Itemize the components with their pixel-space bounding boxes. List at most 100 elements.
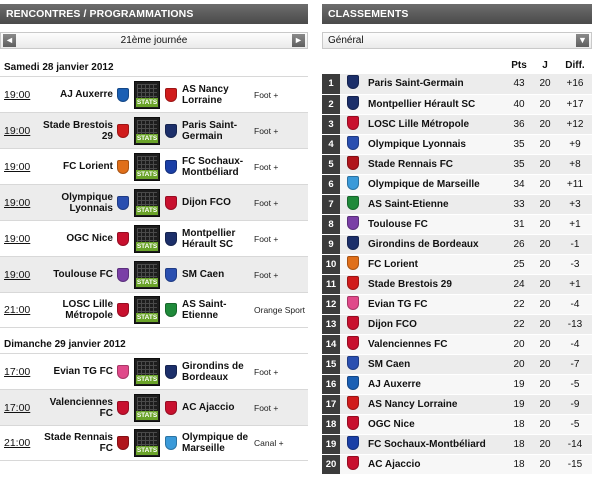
- match-day-heading: Samedi 28 janvier 2012: [4, 62, 114, 73]
- standings-row[interactable]: 5 Stade Rennais FC 35 20 +8: [322, 154, 592, 175]
- standings-row[interactable]: 17 AS Nancy Lorraine 19 20 -9: [322, 394, 592, 415]
- stats-label: STATS: [136, 169, 158, 179]
- stats-button[interactable]: STATS: [134, 116, 160, 145]
- goal-diff-cell: +1: [558, 274, 592, 295]
- standings-row[interactable]: 12 Evian TG FC 22 20 -4: [322, 294, 592, 315]
- points-cell: 35: [506, 134, 532, 155]
- standings-row[interactable]: 18 OGC Nice 18 20 -5: [322, 414, 592, 435]
- played-cell: 20: [532, 134, 558, 155]
- played-cell: 20: [532, 194, 558, 215]
- team-name-cell[interactable]: Valenciennes FC: [366, 334, 506, 355]
- rank-cell: 19: [322, 434, 340, 455]
- standings-row[interactable]: 9 Girondins de Bordeaux 26 20 -1: [322, 234, 592, 255]
- goal-diff-cell: +17: [558, 94, 592, 115]
- team-name-cell[interactable]: FC Lorient: [366, 254, 506, 275]
- stats-button[interactable]: STATS: [134, 357, 160, 386]
- team-name-cell[interactable]: Paris Saint-Germain: [366, 74, 506, 95]
- team-name-cell[interactable]: LOSC Lille Métropole: [366, 114, 506, 135]
- standings-row[interactable]: 14 Valenciennes FC 20 20 -4: [322, 334, 592, 355]
- match-time-link[interactable]: 19:00: [4, 196, 31, 209]
- standings-row[interactable]: 13 Dijon FCO 22 20 -13: [322, 314, 592, 335]
- rank-cell: 1: [322, 74, 340, 95]
- team-name-cell[interactable]: AJ Auxerre: [366, 374, 506, 395]
- standings-row[interactable]: 8 Toulouse FC 31 20 +1: [322, 214, 592, 235]
- stats-button[interactable]: STATS: [134, 393, 160, 422]
- standings-row[interactable]: 4 Olympique Lyonnais 35 20 +9: [322, 134, 592, 155]
- points-cell: 40: [506, 94, 532, 115]
- standings-row[interactable]: 16 AJ Auxerre 19 20 -5: [322, 374, 592, 395]
- round-label: 21ème journée: [120, 35, 188, 46]
- team-crest-icon: [340, 334, 366, 355]
- team-name-cell[interactable]: Stade Brestois 29: [366, 274, 506, 295]
- next-round-icon[interactable]: ►: [292, 34, 305, 47]
- team-name-cell[interactable]: Dijon FCO: [366, 314, 506, 335]
- rank-cell: 17: [322, 394, 340, 415]
- tv-channel: Canal +: [254, 438, 284, 448]
- standings-row[interactable]: 10 FC Lorient 25 20 -3: [322, 254, 592, 275]
- match-row: 21:00 Stade Rennais FC STATS Olympique de M…: [0, 425, 308, 461]
- standings-row[interactable]: 20 AC Ajaccio 18 20 -15: [322, 454, 592, 475]
- team-name-cell[interactable]: AS Saint-Etienne: [366, 194, 506, 215]
- home-team-crest-icon: [116, 267, 130, 283]
- match-time-link[interactable]: 19:00: [4, 124, 31, 137]
- stats-button[interactable]: STATS: [134, 152, 160, 181]
- stats-button[interactable]: STATS: [134, 80, 160, 109]
- team-name-cell[interactable]: AC Ajaccio: [366, 454, 506, 475]
- match-time-link[interactable]: 19:00: [4, 88, 31, 101]
- away-team-name: Olympique de Marseille: [182, 432, 249, 454]
- team-crest-icon: [340, 274, 366, 295]
- stats-button[interactable]: STATS: [134, 296, 160, 324]
- team-name-cell[interactable]: Evian TG FC: [366, 294, 506, 315]
- away-team-name: Dijon FCO: [182, 197, 231, 208]
- standings-table: Pts J Diff. 1 Paris Saint-Germain 43 20 +16 2…: [322, 56, 592, 475]
- match-time-link[interactable]: 19:00: [4, 268, 31, 281]
- tv-channel: Foot +: [254, 402, 279, 413]
- standings-row[interactable]: 3 LOSC Lille Métropole 36 20 +12: [322, 114, 592, 135]
- match-time-link[interactable]: 21:00: [4, 304, 31, 316]
- standings-row[interactable]: 15 SM Caen 20 20 -7: [322, 354, 592, 375]
- team-name-cell[interactable]: AS Nancy Lorraine: [366, 394, 506, 415]
- stats-button[interactable]: STATS: [134, 224, 160, 253]
- team-name-cell[interactable]: Olympique de Marseille: [366, 174, 506, 195]
- match-time-link[interactable]: 19:00: [4, 160, 31, 173]
- points-cell: 20: [506, 354, 532, 375]
- standings-row[interactable]: 6 Olympique de Marseille 34 20 +11: [322, 174, 592, 195]
- team-name-cell[interactable]: Olympique Lyonnais: [366, 134, 506, 155]
- standings-row[interactable]: 7 AS Saint-Etienne 33 20 +3: [322, 194, 592, 215]
- rank-cell: 7: [322, 194, 340, 215]
- chevron-down-icon[interactable]: ▼: [576, 34, 589, 47]
- team-name-cell[interactable]: SM Caen: [366, 354, 506, 375]
- match-time-link[interactable]: 17:00: [4, 401, 31, 414]
- team-name-cell[interactable]: Stade Rennais FC: [366, 154, 506, 175]
- team-name-cell[interactable]: Girondins de Bordeaux: [366, 234, 506, 255]
- points-cell: 22: [506, 294, 532, 315]
- match-time-link[interactable]: 19:00: [4, 232, 31, 245]
- standings-row[interactable]: 19 FC Sochaux-Montbéliard 18 20 -14: [322, 434, 592, 455]
- home-team-crest-icon: [116, 302, 130, 318]
- fixtures-panel: RENCONTRES / PROGRAMMATIONS ◄ 21ème jour…: [0, 4, 308, 461]
- standings-row[interactable]: 11 Stade Brestois 29 24 20 +1: [322, 274, 592, 295]
- home-team-name: FC Lorient: [63, 161, 113, 172]
- match-row: 19:00 Toulouse FC STATS SM Caen Foot +: [0, 256, 308, 292]
- prev-round-icon[interactable]: ◄: [3, 34, 16, 47]
- team-name-cell[interactable]: FC Sochaux-Montbéliard: [366, 434, 506, 455]
- team-crest-icon: [340, 234, 366, 255]
- standings-row[interactable]: 2 Montpellier Hérault SC 40 20 +17: [322, 94, 592, 115]
- stats-button[interactable]: STATS: [134, 429, 160, 457]
- played-cell: 20: [532, 274, 558, 295]
- match-time-link[interactable]: 17:00: [4, 365, 31, 378]
- rank-cell: 14: [322, 334, 340, 355]
- team-name-cell[interactable]: Montpellier Hérault SC: [366, 94, 506, 115]
- team-name-cell[interactable]: OGC Nice: [366, 414, 506, 435]
- stats-button[interactable]: STATS: [134, 260, 160, 289]
- team-name-cell[interactable]: Toulouse FC: [366, 214, 506, 235]
- home-team-crest-icon: [116, 123, 130, 139]
- standings-type-select[interactable]: Général ▼: [322, 32, 592, 49]
- standings-row[interactable]: 1 Paris Saint-Germain 43 20 +16: [322, 74, 592, 95]
- round-selector[interactable]: ◄ 21ème journée ►: [0, 32, 308, 49]
- away-team-name: SM Caen: [182, 269, 225, 280]
- rank-cell: 10: [322, 254, 340, 275]
- stats-button[interactable]: STATS: [134, 188, 160, 217]
- standings-header-row: Pts J Diff.: [322, 56, 592, 74]
- match-time-link[interactable]: 21:00: [4, 437, 31, 449]
